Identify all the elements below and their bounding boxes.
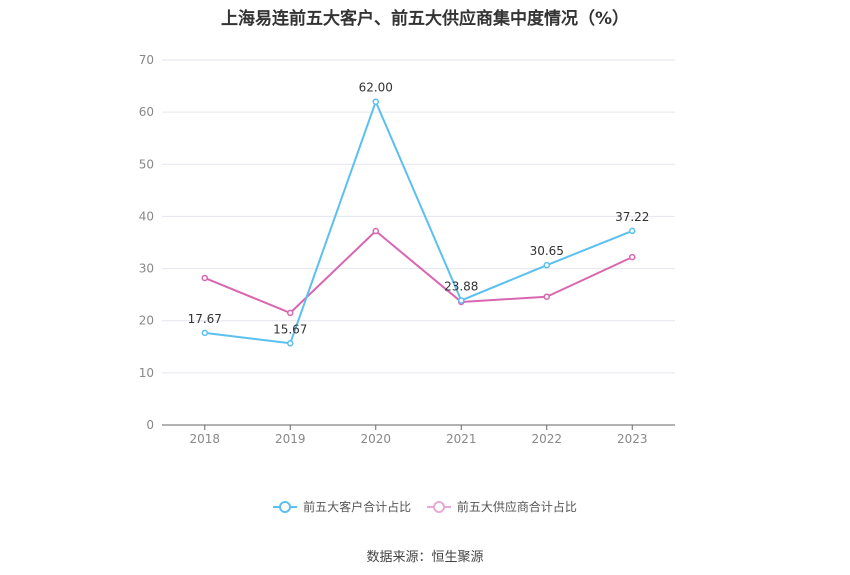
chart-title: 上海易连前五大客户、前五大供应商集中度情况（%） bbox=[220, 9, 630, 29]
data-point-0 bbox=[629, 227, 636, 235]
data-label: 37.22 bbox=[615, 210, 649, 224]
data-label: 23.88 bbox=[444, 279, 478, 293]
data-label: 15.67 bbox=[273, 322, 307, 336]
data-point-1 bbox=[543, 293, 550, 300]
series-lines bbox=[201, 98, 636, 347]
legend: 前五大客户合计占比 前五大供应商合计占比 bbox=[0, 498, 850, 516]
x-tick-label: 2022 bbox=[531, 432, 562, 446]
legend-marker-customers-icon bbox=[273, 500, 298, 513]
data-label: 30.65 bbox=[530, 244, 564, 258]
data-label: 17.67 bbox=[188, 312, 222, 326]
y-tick-label: 0 bbox=[146, 418, 154, 432]
series-line-0 bbox=[204, 100, 633, 345]
legend-marker-suppliers-icon bbox=[426, 500, 451, 513]
grid-lines bbox=[162, 59, 675, 374]
y-tick-label: 40 bbox=[139, 209, 154, 223]
data-point-0 bbox=[372, 98, 379, 105]
legend-label-customers: 前五大客户合计占比 bbox=[303, 500, 412, 514]
data-point-1 bbox=[372, 227, 379, 235]
y-tick-label: 50 bbox=[139, 157, 154, 171]
data-labels: 17.67 15.67 62.00 23.88 30.65 37.22 bbox=[188, 81, 650, 337]
data-point-0 bbox=[543, 261, 550, 269]
x-tick-label: 2018 bbox=[189, 432, 220, 446]
data-point-1 bbox=[201, 274, 208, 282]
y-tick-label: 30 bbox=[139, 262, 154, 276]
y-tick-label: 20 bbox=[139, 314, 154, 328]
data-point-0 bbox=[201, 329, 208, 337]
x-tick-label: 2020 bbox=[360, 432, 391, 446]
legend-item-suppliers[interactable]: 前五大供应商合计占比 bbox=[426, 498, 577, 515]
source-note: 数据来源：恒生聚源 bbox=[366, 550, 484, 565]
legend-label-suppliers: 前五大供应商合计占比 bbox=[456, 500, 577, 514]
y-tick-label: 60 bbox=[139, 105, 154, 119]
x-tick-label: 2023 bbox=[617, 432, 648, 446]
x-tick-label: 2021 bbox=[446, 432, 477, 446]
legend-item-customers[interactable]: 前五大客户合计占比 bbox=[273, 498, 411, 515]
data-point-0 bbox=[458, 297, 465, 304]
y-tick-label: 70 bbox=[139, 53, 154, 67]
y-tick-label: 10 bbox=[139, 366, 154, 380]
data-point-1 bbox=[287, 309, 294, 317]
x-tick-label: 2019 bbox=[275, 432, 306, 446]
series-line-1 bbox=[204, 230, 633, 314]
data-point-0 bbox=[287, 340, 294, 347]
axes: 0 10 20 30 40 50 60 70 2018 2019 2020 2021 2022 2023 bbox=[139, 53, 675, 446]
data-label: 62.00 bbox=[359, 81, 393, 95]
data-point-1 bbox=[629, 253, 636, 261]
